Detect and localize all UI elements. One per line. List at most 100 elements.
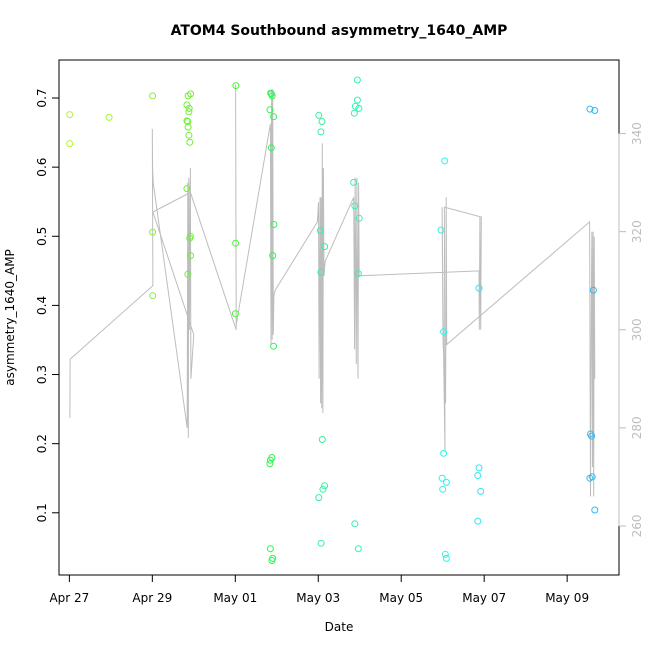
data-point — [186, 234, 194, 242]
data-point — [474, 517, 482, 525]
data-point — [270, 342, 278, 350]
data-point — [266, 456, 274, 464]
data-point — [353, 96, 361, 104]
data-point — [187, 90, 195, 98]
data-point — [66, 111, 74, 119]
data-point — [317, 268, 325, 276]
data-point — [437, 226, 445, 234]
x-tick-label: May 03 — [296, 591, 340, 605]
data-point — [269, 252, 277, 260]
plot-box — [58, 59, 620, 576]
x-axis-label: Date — [325, 620, 354, 634]
data-point — [268, 557, 276, 564]
data-point — [185, 108, 193, 116]
data-point — [185, 131, 193, 139]
y-tick-label: 0.3 — [35, 365, 49, 384]
y2-axis: 260 280 300 320 340 — [618, 122, 644, 537]
data-point — [232, 239, 240, 247]
data-point — [475, 464, 483, 472]
data-point — [317, 128, 325, 136]
data-point — [589, 286, 597, 294]
data-point — [319, 485, 327, 493]
y2-tick-label: 300 — [630, 318, 644, 341]
data-point — [105, 113, 113, 121]
data-point — [355, 214, 363, 222]
x-tick-label: May 01 — [213, 591, 257, 605]
point-series — [66, 76, 599, 564]
y-tick-label: 0.7 — [35, 88, 49, 107]
x-tick-label: Apr 27 — [49, 591, 89, 605]
x-tick-label: Apr 29 — [132, 591, 172, 605]
data-point — [351, 520, 359, 528]
data-point — [440, 449, 448, 457]
data-point — [185, 104, 193, 112]
data-point — [266, 106, 274, 114]
data-point — [586, 105, 594, 113]
data-point — [318, 118, 326, 125]
y2-series-line — [69, 84, 596, 497]
data-point — [186, 138, 194, 146]
data-point — [354, 545, 362, 553]
data-point — [588, 432, 596, 440]
y2-tick-label: 280 — [630, 416, 644, 439]
data-point — [183, 117, 191, 125]
data-point — [266, 460, 274, 468]
data-point — [350, 178, 358, 186]
data-point — [266, 545, 274, 553]
data-point — [183, 185, 191, 193]
data-point — [321, 482, 329, 490]
data-point — [184, 123, 192, 131]
x-axis: Apr 27 Apr 29 May 01 May 03 May 05 May 07 May … — [49, 574, 589, 605]
data-point — [354, 270, 362, 278]
y-tick-label: 0.2 — [35, 434, 49, 453]
data-point — [353, 76, 361, 84]
data-point — [315, 111, 323, 119]
data-point — [270, 113, 278, 121]
data-point — [351, 102, 359, 110]
data-point — [183, 101, 191, 109]
y-axis: 0.1 0.2 0.3 0.4 0.5 0.6 0.7 — [35, 88, 60, 522]
data-point — [317, 539, 325, 547]
data-point — [267, 144, 275, 152]
data-point — [442, 478, 450, 486]
y2-tick-label: 260 — [630, 514, 644, 537]
data-point — [321, 243, 329, 251]
y2-tick-label: 340 — [630, 122, 644, 145]
data-point — [355, 104, 363, 112]
data-point — [438, 474, 446, 482]
data-point — [318, 436, 326, 443]
y2-tick-label: 320 — [630, 220, 644, 243]
y-tick-label: 0.4 — [35, 296, 49, 315]
chart-title: ATOM4 Southbound asymmetry_1640_AMP — [171, 23, 508, 39]
data-point — [270, 221, 278, 228]
x-tick-label: May 05 — [379, 591, 423, 605]
data-point — [316, 227, 324, 235]
data-point — [149, 92, 157, 100]
data-point — [351, 202, 359, 210]
data-point — [66, 140, 74, 148]
data-point — [442, 554, 450, 562]
data-point — [440, 328, 448, 336]
data-point — [187, 252, 195, 260]
data-point — [591, 107, 599, 114]
data-point — [149, 228, 157, 236]
data-point — [315, 494, 323, 502]
data-point — [441, 157, 449, 165]
data-point — [184, 270, 192, 278]
data-point — [477, 487, 485, 495]
data-point — [268, 92, 276, 100]
data-point — [350, 109, 358, 117]
y-tick-label: 0.5 — [35, 227, 49, 246]
x-tick-label: May 09 — [545, 591, 589, 605]
y-tick-label: 0.1 — [35, 503, 49, 522]
line-series — [69, 84, 596, 497]
y-tick-label: 0.6 — [35, 158, 49, 177]
data-point — [231, 310, 239, 318]
x-tick-label: May 07 — [462, 591, 506, 605]
data-point — [474, 472, 482, 479]
y-axis-label: asymmetry_1640_AMP — [3, 249, 17, 386]
data-point — [149, 292, 157, 300]
data-point — [232, 82, 240, 90]
data-point — [439, 485, 447, 493]
